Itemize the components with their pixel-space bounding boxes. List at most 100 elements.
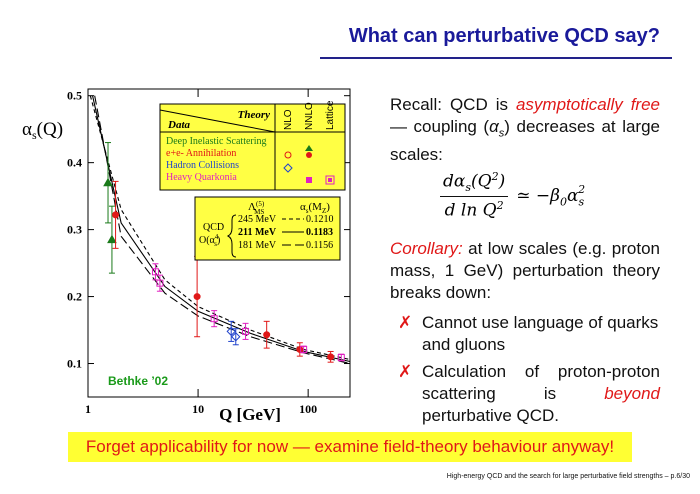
emphasis: asymptotically free bbox=[515, 95, 660, 114]
point bbox=[242, 327, 250, 335]
formula-part: 2 bbox=[491, 170, 499, 183]
footer: High-energy QCD and the search for large… bbox=[446, 473, 690, 480]
point bbox=[151, 268, 159, 276]
formula-part: 2 bbox=[496, 199, 504, 213]
legend-symbol bbox=[284, 151, 292, 159]
fraction: dαs(Q2) d ln Q2 bbox=[440, 170, 509, 221]
legend-symbol bbox=[325, 175, 335, 185]
y-tick-label: 0.1 bbox=[67, 357, 82, 371]
legend-label: Heavy Quarkonia bbox=[166, 172, 237, 183]
x-axis-label: Q [GeV] bbox=[219, 405, 281, 424]
slide-title: What can perturbative QCD say? bbox=[349, 25, 660, 47]
legend-label: Hadron Collisions bbox=[166, 160, 239, 171]
inset-part: Λ bbox=[248, 201, 256, 213]
formula-part: dα bbox=[443, 171, 466, 192]
inset-label: 211 MeV bbox=[238, 227, 277, 238]
recall-text: Recall: QCD is asymptotically free — cou… bbox=[390, 94, 660, 166]
x-tick-label: 100 bbox=[299, 402, 317, 416]
inset-part: s bbox=[214, 240, 217, 248]
y-label-part: s bbox=[32, 128, 37, 142]
inset-label: 181 MeV bbox=[238, 240, 277, 251]
inset-header: αs(MZ) bbox=[300, 201, 330, 215]
formula: dαs(Q2) d ln Q2 ≃ −β0αs2 bbox=[440, 170, 585, 221]
point bbox=[226, 326, 236, 337]
point bbox=[296, 345, 304, 353]
point bbox=[103, 177, 113, 187]
legend-column: NNLO bbox=[304, 102, 315, 130]
legend-symbol bbox=[306, 177, 312, 183]
point bbox=[193, 293, 201, 301]
text: perturbative QCD. bbox=[422, 406, 559, 425]
point bbox=[107, 234, 117, 244]
y-tick-label: 0.5 bbox=[67, 89, 82, 103]
inset-part: O(α bbox=[199, 235, 216, 246]
point bbox=[327, 353, 335, 361]
x-tick-label: 10 bbox=[192, 402, 204, 416]
y-tick-label: 0.3 bbox=[67, 223, 82, 237]
inset-label: 245 MeV bbox=[238, 214, 277, 225]
symbol: s bbox=[498, 127, 505, 140]
legend-symbol bbox=[306, 152, 312, 158]
inset-label: 0.1183 bbox=[306, 227, 333, 238]
inset-label: O(α4 s) bbox=[199, 233, 220, 248]
legend-label: Deep Inelastic Scattering bbox=[166, 136, 267, 147]
legend-symbol bbox=[328, 178, 332, 182]
inset-box bbox=[194, 196, 341, 261]
emphasis: beyond bbox=[604, 384, 660, 403]
inset-part: (5) bbox=[256, 200, 265, 208]
inset-part: ) bbox=[326, 201, 330, 213]
legend-symbol bbox=[305, 145, 313, 151]
plot-frame bbox=[87, 88, 351, 398]
bullet-mark: ✗ bbox=[398, 313, 413, 332]
bullet-mark: ✗ bbox=[398, 362, 413, 381]
annotation: Bethke ’02 bbox=[108, 374, 168, 388]
legend-label: e+e- Annihilation bbox=[166, 148, 236, 159]
inset-part: (M bbox=[309, 201, 323, 213]
text: at low scales (e.g. proton mass, 1 GeV) … bbox=[390, 239, 660, 302]
legend-column: Lattice bbox=[325, 100, 336, 130]
bullet: ✗ Calculation of proton-proton scattering… bbox=[398, 361, 660, 427]
inset-part: ) bbox=[217, 235, 220, 246]
inset-label: 0.1210 bbox=[306, 214, 334, 225]
formula-part: s bbox=[465, 181, 472, 195]
legend: Theory Data NLO NNLO Lattice Deep Inelas… bbox=[159, 100, 346, 191]
inset-part: 4 bbox=[215, 233, 219, 241]
rhs: ≃ −β0αs2 bbox=[516, 183, 585, 208]
formula-part: 2 bbox=[578, 182, 586, 196]
banner: Forget applicability for now — examine f… bbox=[68, 432, 632, 462]
point bbox=[300, 345, 308, 353]
legend-symbol bbox=[283, 163, 293, 173]
text: ) decreases at large scales: bbox=[390, 117, 660, 165]
inset-label: 0.1156 bbox=[306, 240, 333, 251]
y-tick-label: 0.4 bbox=[67, 156, 82, 170]
inset-part: s bbox=[306, 207, 309, 215]
formula-part: ≃ −β bbox=[516, 185, 560, 206]
point bbox=[112, 211, 120, 219]
formula-part: d ln Q bbox=[444, 200, 497, 221]
point bbox=[263, 331, 271, 339]
y-tick-label: 0.2 bbox=[67, 290, 82, 304]
formula-part: ) bbox=[498, 171, 506, 192]
legend-column: NLO bbox=[283, 109, 294, 130]
symbol: α bbox=[489, 117, 499, 136]
point bbox=[337, 353, 345, 361]
text: Cannot use language of quarks and gluons bbox=[422, 313, 659, 354]
inset-header: Λ(5) MS bbox=[248, 200, 265, 216]
inset-part: MS bbox=[254, 208, 264, 216]
formula-part: α bbox=[566, 185, 579, 206]
inset-label: QCD bbox=[203, 222, 224, 233]
corollary-text: Corollary: at low scales (e.g. proton ma… bbox=[390, 238, 660, 304]
text: Recall: QCD is bbox=[390, 95, 516, 114]
formula-part: 0 bbox=[559, 195, 567, 209]
bullet: ✗ Cannot use language of quarks and gluon… bbox=[398, 312, 660, 356]
formula-part: s bbox=[578, 195, 585, 209]
numerator: dαs(Q2) bbox=[440, 170, 509, 198]
y-label-part: (Q) bbox=[37, 119, 63, 140]
point bbox=[156, 279, 164, 287]
emphasis: Corollary: bbox=[390, 239, 463, 258]
y-label-part: α bbox=[22, 119, 32, 140]
inset-part: Z bbox=[322, 207, 326, 215]
legend-rule bbox=[159, 109, 276, 133]
